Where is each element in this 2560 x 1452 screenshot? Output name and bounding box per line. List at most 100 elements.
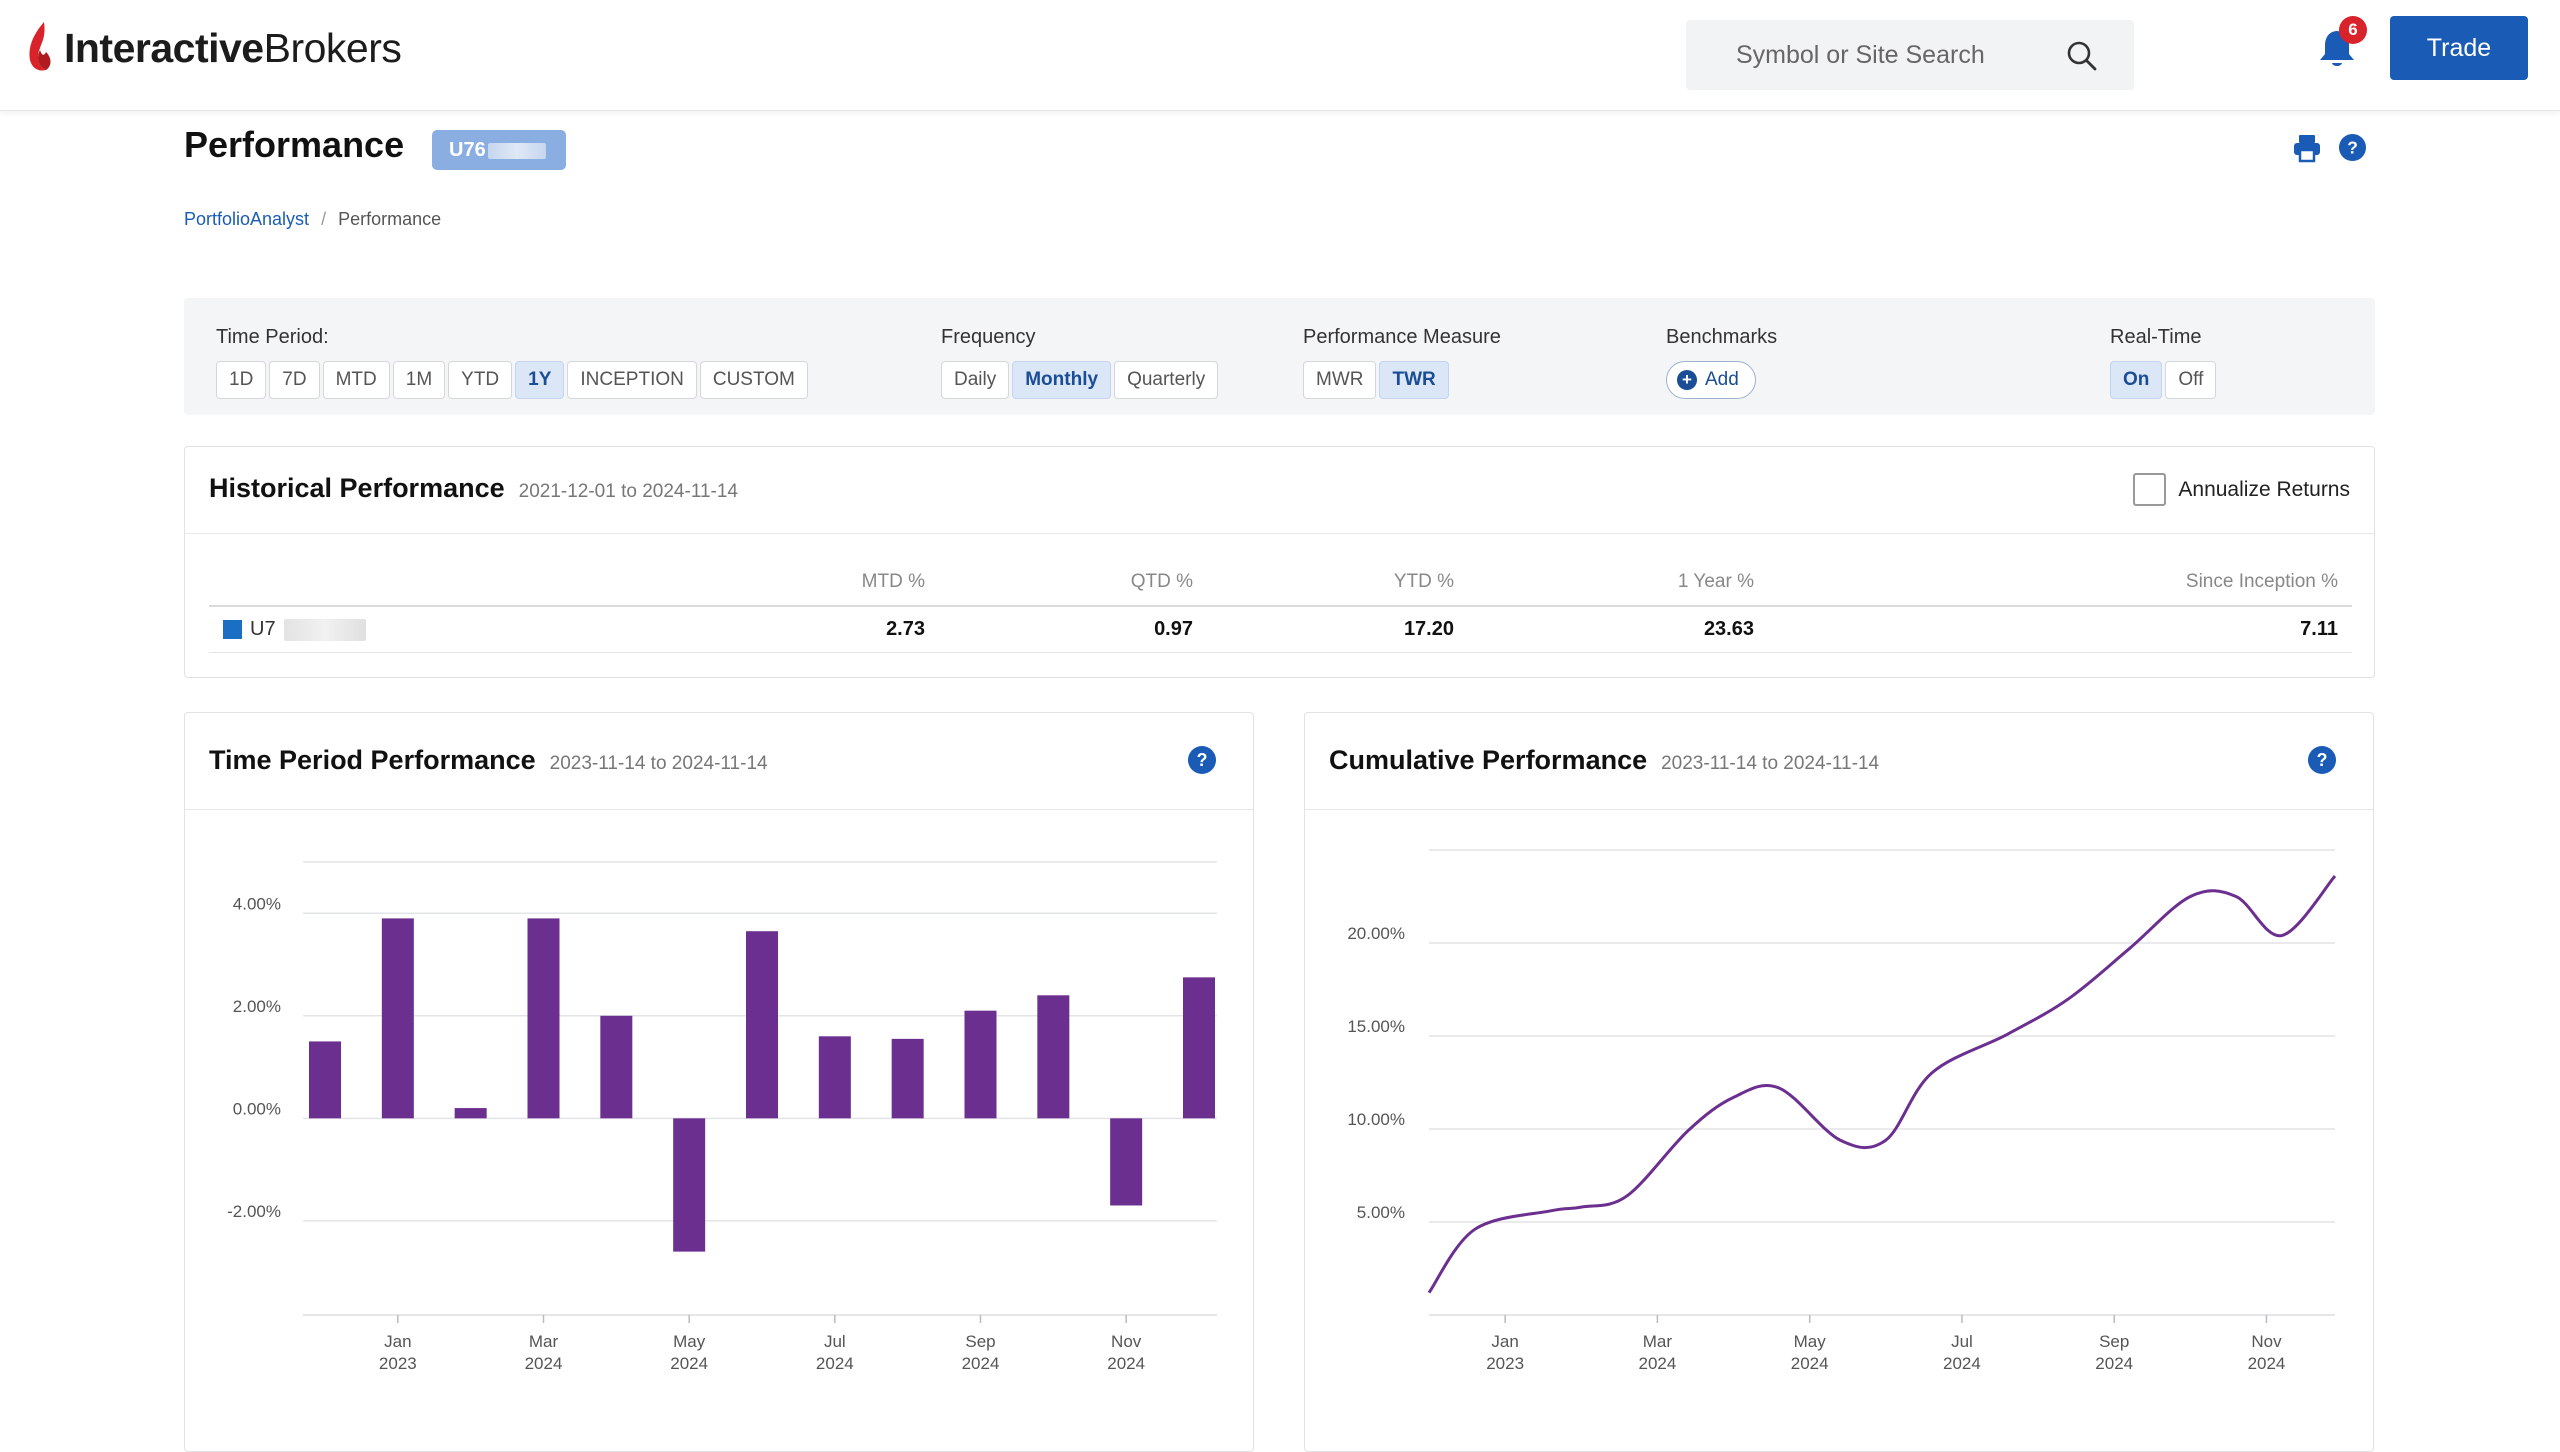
svg-text:?: ? [2347,137,2358,157]
page-title: Performance [184,124,405,165]
help-icon[interactable]: ? [2338,133,2367,162]
historical-performance-range: 2021-12-01 to 2024-11-14 [518,481,738,502]
account-cell: U7 [209,618,609,641]
performance-filter-bar: Time Period: 1D 7D MTD 1M YTD 1Y INCEPTI… [184,298,2375,415]
bar [527,918,560,1119]
x-tick-label: Mar [529,1332,559,1351]
mtd-value: 2.73 [886,618,925,640]
real-time-label: Real-Time [2110,326,2202,348]
print-icon[interactable] [2292,133,2322,163]
time-period-inception-button[interactable]: INCEPTION [567,361,697,399]
benchmarks-group: Benchmarks + Add [1666,326,1777,399]
time-period-1d-button[interactable]: 1D [216,361,267,399]
add-benchmark-label: Add [1705,369,1739,390]
help-icon[interactable]: ? [1187,745,1217,775]
table-row: U7 2.73 0.97 17.20 23.63 7.11 [209,607,2352,653]
brand-name: InteractiveBrokers [64,24,402,71]
historical-performance-table: MTD % QTD % YTD % 1 Year % Since Incepti… [209,559,2352,653]
x-tick-label: Nov [2251,1332,2282,1351]
y-tick-label: 15.00% [1347,1017,1405,1036]
x-tick-label: Sep [965,1332,995,1351]
column-header-since-inception: Since Inception % [2185,571,2338,592]
search-input[interactable] [1736,40,2076,70]
frequency-quarterly-button[interactable]: Quarterly [1114,361,1219,399]
cumulative-line-chart: 20.00% 15.00% 10.00% 5.00% Jan 2023 Mar 2024 May… [1347,849,2337,1373]
checkbox-box[interactable] [2133,473,2167,506]
x-tick-label: 2024 [2095,1354,2133,1373]
x-tick-label: 2024 [1943,1354,1981,1373]
frequency-label: Frequency [941,326,1036,348]
bar [381,918,414,1119]
column-header-1-year: 1 Year % [1677,571,1754,592]
time-period-1m-button[interactable]: 1M [392,361,446,399]
bar [818,1036,851,1119]
column-header-qtd: QTD % [1130,571,1193,592]
redacted-account-number [487,142,546,159]
bar [673,1118,706,1252]
time-period-group: Time Period: 1D 7D MTD 1M YTD 1Y INCEPTI… [216,326,808,399]
time-period-7d-button[interactable]: 7D [269,361,320,399]
x-tick-label: May [1794,1332,1827,1351]
x-tick-label: Mar [1643,1332,1673,1351]
x-tick-label: 2024 [525,1354,563,1373]
bar [891,1038,924,1119]
add-benchmark-button[interactable]: + Add [1666,361,1756,399]
y-tick-label: 0.00% [233,1099,281,1118]
real-time-off-button[interactable]: Off [2165,361,2217,399]
measure-twr-button[interactable]: TWR [1379,361,1449,399]
time-period-performance-title: Time Period Performance [209,745,536,775]
frequency-daily-button[interactable]: Daily [941,361,1010,399]
x-tick-label: Nov [1111,1332,1142,1351]
bar [454,1108,487,1119]
frequency-monthly-button[interactable]: Monthly [1012,361,1112,399]
breadcrumb: PortfolioAnalyst / Performance [184,209,441,230]
card-divider [185,533,2374,534]
help-icon[interactable]: ? [2307,745,2337,775]
interactive-brokers-logo[interactable]: InteractiveBrokers [24,18,402,78]
card-divider [1305,809,2373,810]
x-tick-label: Jan [384,1332,411,1351]
time-period-1y-button[interactable]: 1Y [515,361,565,399]
cumulative-performance-card: Cumulative Performance 2023-11-14 to 202… [1304,712,2374,1452]
real-time-on-button[interactable]: On [2110,361,2163,399]
annualize-returns-label: Annualize Returns [2178,477,2350,501]
time-period-mtd-button[interactable]: MTD [322,361,390,399]
historical-performance-card: Historical Performance 2021-12-01 to 202… [184,446,2375,678]
historical-performance-title: Historical Performance [209,473,505,503]
frequency-group: Frequency Daily Monthly Quarterly [941,326,1219,399]
y-tick-label: 10.00% [1347,1110,1405,1129]
x-tick-label: Jan [1491,1332,1518,1351]
x-tick-label: May [673,1332,706,1351]
breadcrumb-link-portfolioanalyst[interactable]: PortfolioAnalyst [184,209,310,229]
time-period-bar-chart: 4.00% 2.00% 0.00% -2.00% Jan 2023 Mar 2024 May 20… [227,861,1217,1373]
bar [1183,977,1215,1119]
logo-flame-icon [29,22,51,71]
svg-text:?: ? [1197,750,1208,770]
cumulative-performance-title: Cumulative Performance [1329,745,1648,775]
x-tick-label: 2024 [962,1354,1000,1373]
card-divider [185,809,1253,810]
annualize-returns-checkbox[interactable]: Annualize Returns [2133,473,2350,506]
measure-mwr-button[interactable]: MWR [1303,361,1377,399]
plus-icon: + [1677,370,1697,390]
redacted-account-number [283,618,366,641]
breadcrumb-separator: / [321,209,327,229]
time-period-custom-button[interactable]: CUSTOM [699,361,808,399]
y-tick-label: 20.00% [1347,924,1405,943]
account-selector-pill[interactable]: U76 [432,130,566,170]
x-tick-label: 2024 [816,1354,854,1373]
site-search[interactable] [1686,20,2134,90]
search-icon[interactable] [2066,40,2098,72]
x-tick-label: Jul [824,1332,846,1351]
bar [600,1015,633,1119]
x-tick-label: Sep [2099,1332,2129,1351]
time-period-ytd-button[interactable]: YTD [448,361,513,399]
table-header-row: MTD % QTD % YTD % 1 Year % Since Incepti… [209,559,2352,607]
x-tick-label: 2024 [670,1354,708,1373]
trade-button[interactable]: Trade [2390,16,2528,80]
benchmarks-label: Benchmarks [1666,326,1778,348]
ytd-value: 17.20 [1403,618,1454,640]
y-tick-label: 5.00% [1357,1203,1405,1222]
x-tick-label: 2024 [2248,1354,2286,1373]
performance-measure-label: Performance Measure [1303,326,1501,348]
